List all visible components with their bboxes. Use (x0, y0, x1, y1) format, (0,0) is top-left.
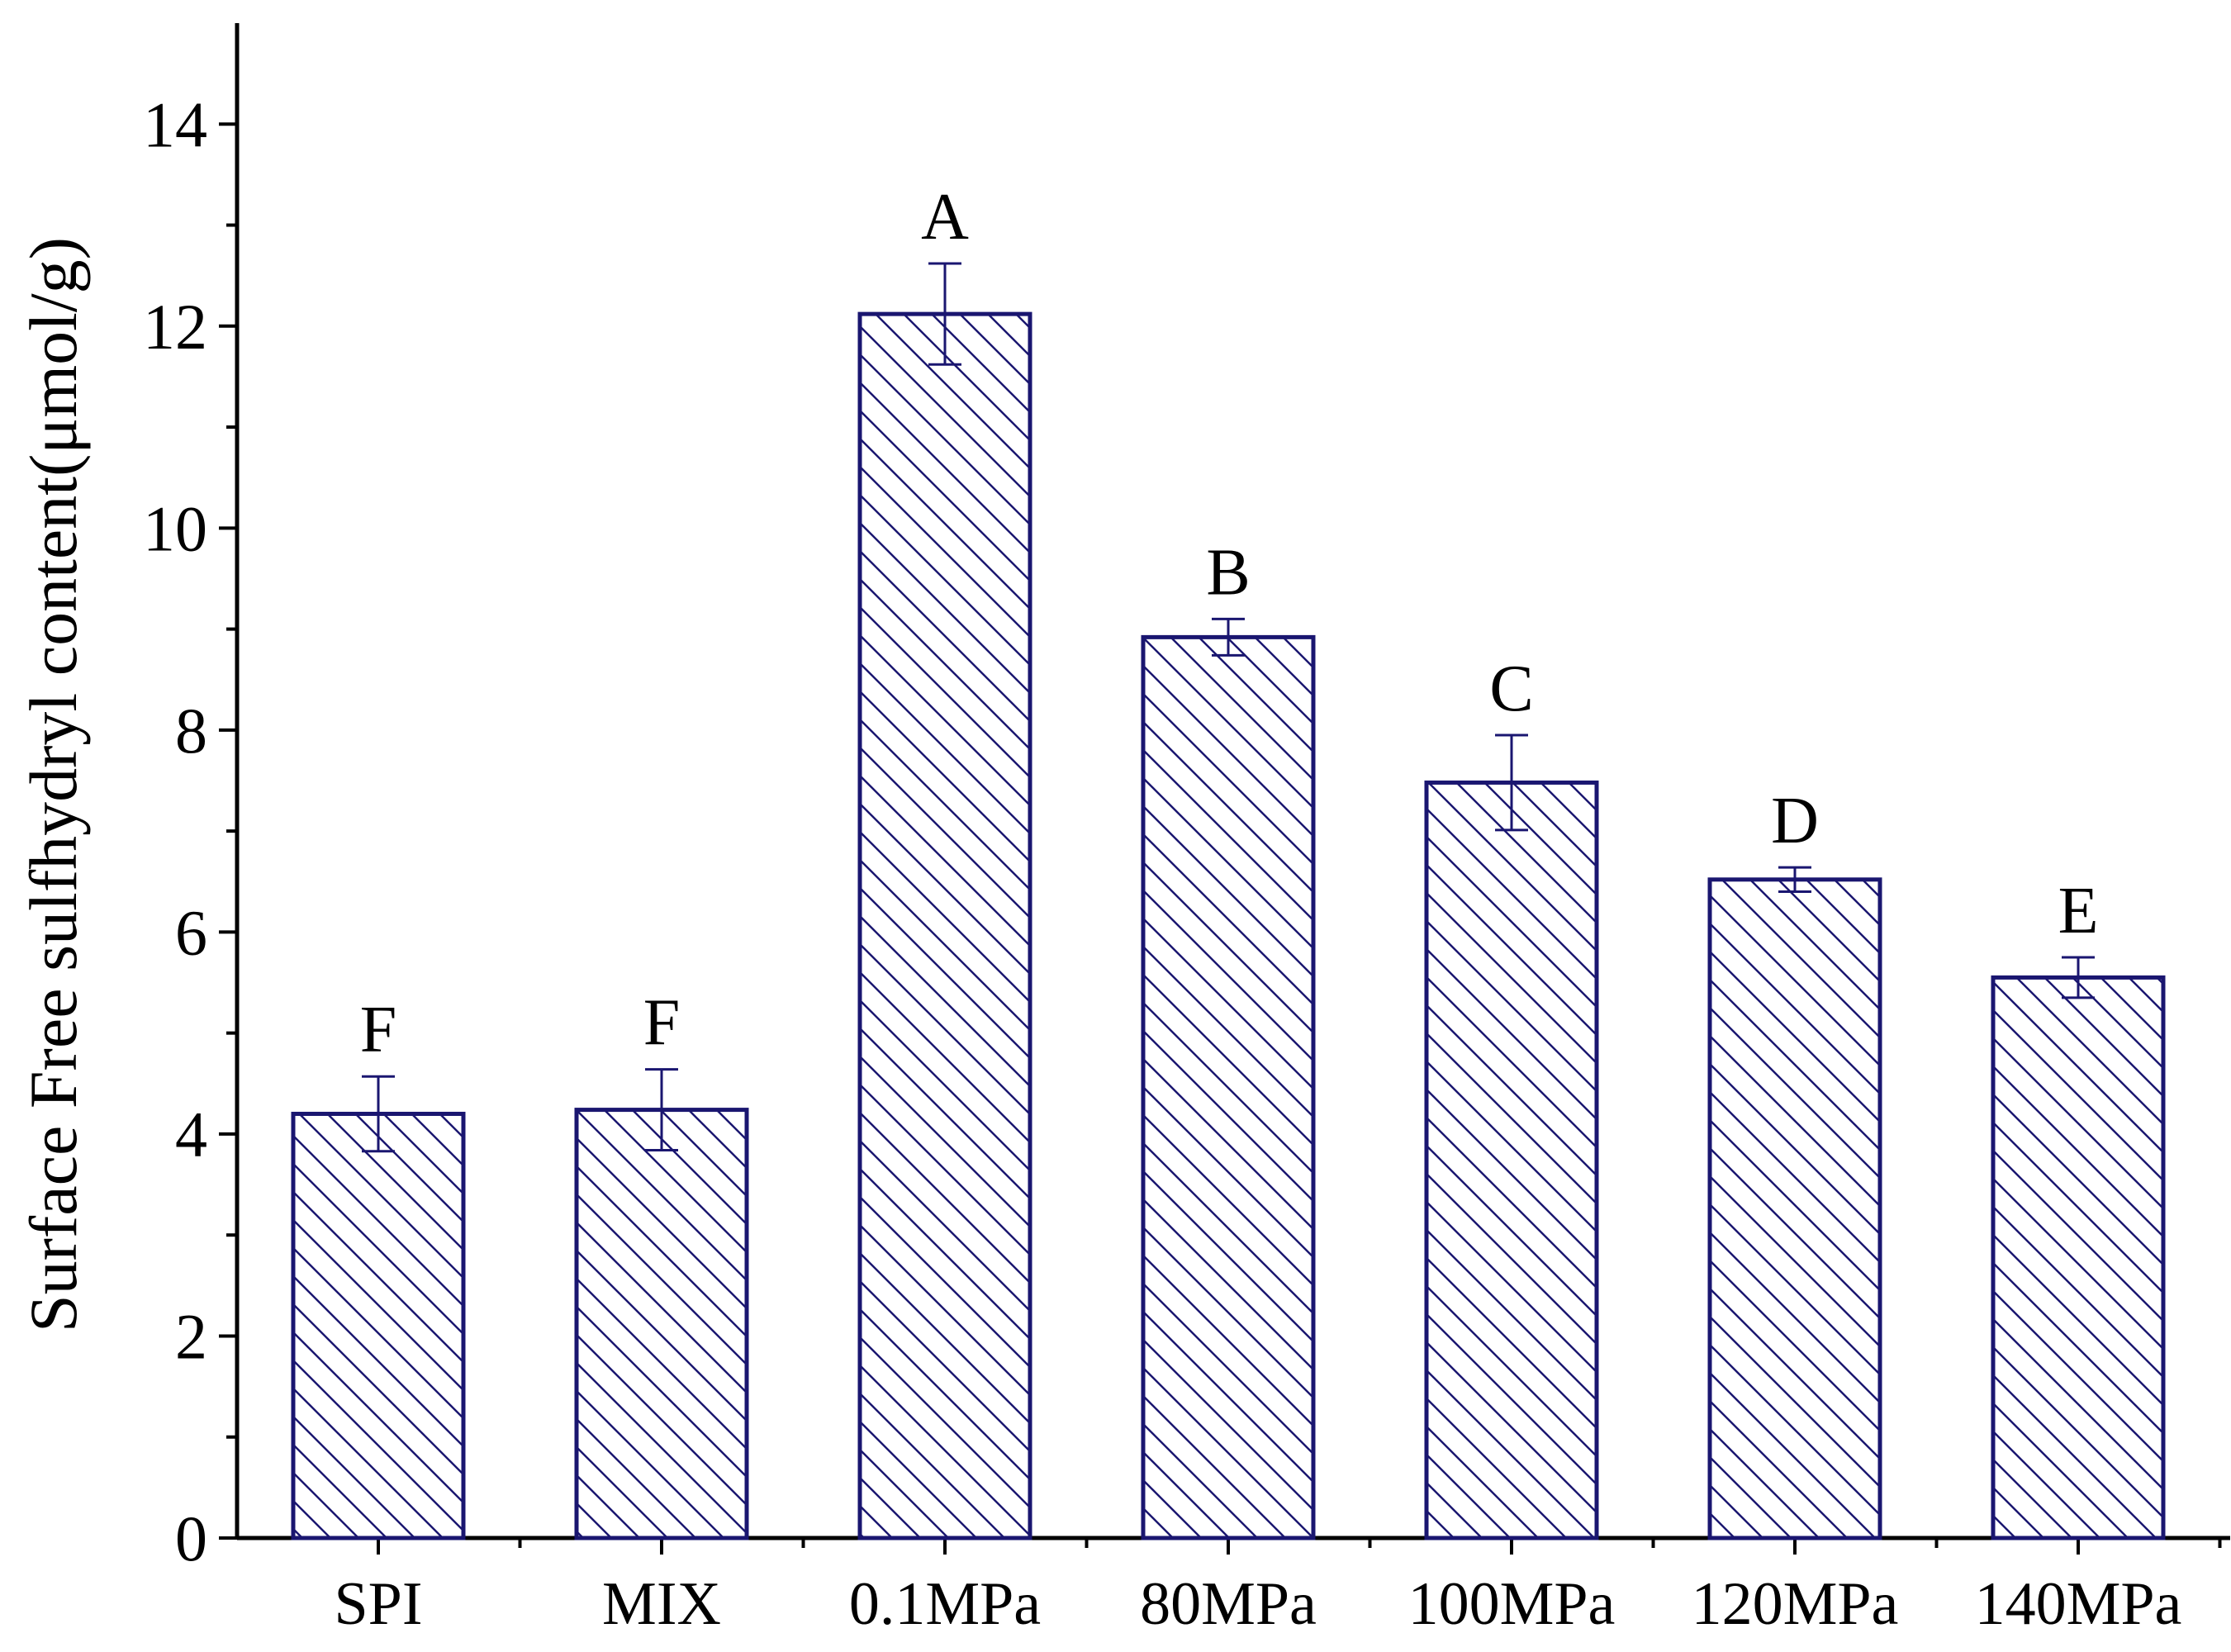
x-tick-label: 120MPa (1692, 1570, 1899, 1638)
y-tick-label: 2 (175, 1300, 207, 1372)
x-tick-label: SPI (335, 1570, 423, 1638)
y-tick-label: 14 (143, 88, 207, 160)
bar-100mpa (1424, 780, 1599, 1540)
bar-140mpa (1991, 975, 2166, 1540)
significance-label: B (1206, 536, 1250, 609)
significance-label: D (1771, 785, 1819, 857)
significance-label: F (643, 987, 681, 1060)
y-tick-label: 6 (175, 896, 207, 968)
bar-0-1mpa (857, 311, 1032, 1540)
significance-label: F (360, 994, 397, 1066)
y-tick-label: 12 (143, 291, 207, 363)
x-tick-label: 0.1MPa (849, 1570, 1041, 1638)
bar-spi (291, 1111, 466, 1540)
significance-label: A (921, 181, 969, 254)
y-tick-label: 8 (175, 695, 207, 767)
y-tick-label: 10 (143, 492, 207, 564)
bar-mix (574, 1108, 749, 1540)
x-tick-label: MIX (602, 1570, 721, 1638)
y-tick-label: 0 (175, 1502, 207, 1574)
x-tick-label: 80MPa (1140, 1570, 1317, 1638)
x-tick-label: 100MPa (1408, 1570, 1616, 1638)
bar-80mpa (1141, 634, 1316, 1540)
significance-label: E (2058, 875, 2099, 947)
y-tick-label: 4 (175, 1099, 207, 1170)
significance-label: C (1489, 653, 1533, 725)
y-axis-title: Surface Free sulfhydryl content(μmol/g) (16, 237, 91, 1332)
labels: 0 2 4 6 8 10 12 14 F SPI F MIX A 0.1MPa B 80MPa C 100MPa D… (143, 88, 2181, 1638)
bars (291, 262, 2166, 1540)
bar-120mpa (1707, 877, 1882, 1540)
x-tick-label: 140MPa (1975, 1570, 2182, 1638)
